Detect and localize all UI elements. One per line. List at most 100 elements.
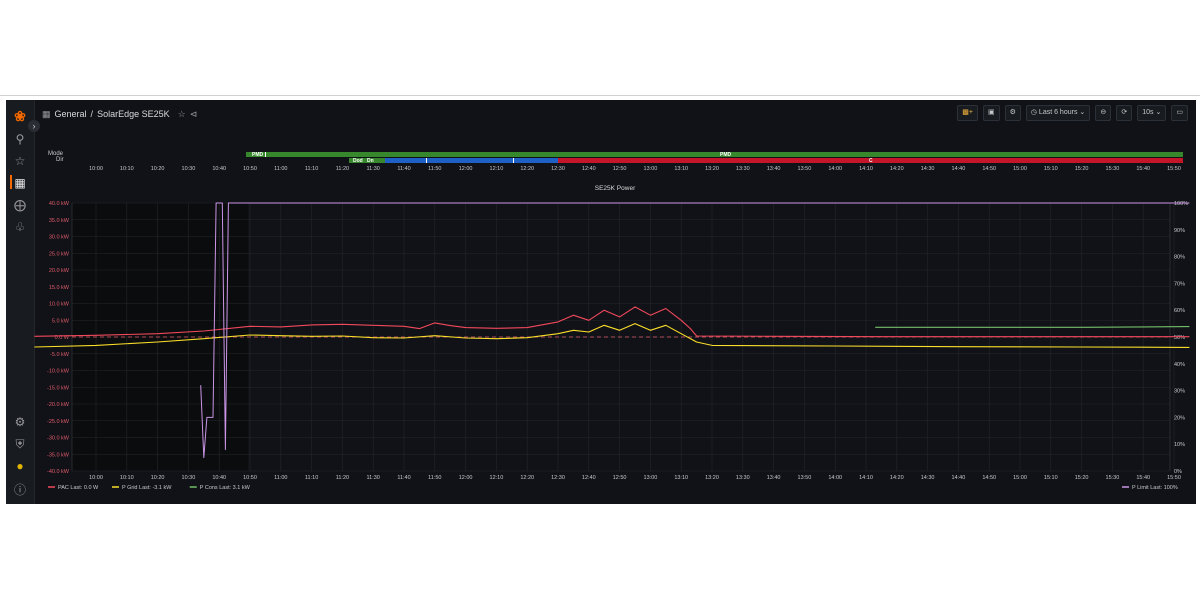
help-icon[interactable]: ⓘ [13, 483, 26, 497]
x-tick-label: 14:30 [921, 475, 935, 481]
x-tick-label: 15:20 [1075, 475, 1089, 481]
dir-bar-c[interactable] [558, 158, 1183, 163]
timeline-tick-label: 15:20 [1075, 166, 1089, 172]
y-right-tick-label: 100% [1174, 201, 1188, 207]
y-right-tick-label: 10% [1174, 442, 1185, 448]
gear-icon[interactable]: ⚙ [14, 415, 26, 429]
star-favorite-icon[interactable]: ☆ [177, 109, 186, 119]
power-chart-panel: SE25K Power 40.0 kW 35.0 kW 30.0 kW 25.0 kW… [34, 185, 1190, 491]
search-icon[interactable]: ⚲ [15, 132, 25, 146]
mode-label-1: PMD [252, 152, 264, 158]
settings-gear-icon[interactable]: ⚙ [1004, 105, 1021, 121]
timeline-tick-label: 15:50 [1167, 166, 1181, 172]
x-tick-label: 14:40 [952, 475, 966, 481]
x-tick-label: 12:00 [459, 475, 473, 481]
y-left-tick-label: 10.0 kW [49, 302, 70, 308]
zoom-out-icon[interactable]: ⊖ [1095, 105, 1112, 121]
mode-tick-mark [265, 152, 266, 157]
star-icon[interactable]: ☆ [14, 154, 26, 168]
x-tick-label: 11:00 [274, 475, 287, 481]
x-tick-label: 14:50 [982, 475, 996, 481]
timeline-tick-label: 11:40 [397, 166, 410, 172]
breadcrumb-dashboard-title[interactable]: SolarEdge SE25K [97, 109, 170, 119]
y-left-tick-label: -30.0 kW [47, 436, 70, 442]
explore-icon[interactable]: ⨁ [14, 198, 26, 212]
mode-bar-pmd[interactable] [246, 152, 1183, 157]
timeline-tick-label: 15:10 [1044, 166, 1058, 172]
time-picker[interactable]: ◷ Last 6 hours ⌄ [1025, 105, 1091, 121]
alerting-bell-icon[interactable]: ♧ [14, 220, 26, 234]
share-icon[interactable]: ⊲ [189, 109, 198, 119]
x-tick-label: 14:20 [890, 475, 904, 481]
grafana-window: ❀ ⚲ ☆ ▦ ⨁ ♧ ⚙ ⛨ ● ⓘ › ▦ General / SolarE… [6, 100, 1196, 504]
x-tick-label: 13:30 [736, 475, 750, 481]
state-timeline-panel: PMD PMD Dod Dn C 10:00 10:10 10:20 10:30 10:… [89, 152, 1183, 172]
dir-tick-1 [426, 158, 427, 163]
timeline-tick-label: 12:30 [551, 166, 565, 172]
avatar[interactable]: ● [16, 459, 24, 473]
series-line-pac[interactable] [34, 306, 1190, 338]
chart-grid [71, 202, 1175, 472]
x-tick-label: 10:40 [212, 475, 226, 481]
x-tick-label: 12:30 [551, 475, 565, 481]
active-indicator [10, 175, 12, 189]
shield-icon[interactable]: ⛨ [15, 437, 25, 451]
state-row-label-dir: Dir [56, 157, 64, 163]
timeline-tick-label: 14:30 [921, 166, 935, 172]
x-tick-label: 10:10 [120, 475, 134, 481]
x-tick-label: 10:00 [89, 475, 103, 481]
timeline-tick-label: 11:00 [274, 166, 287, 172]
dir-label-dn: Dn [367, 158, 374, 164]
timeline-tick-label: 10:50 [243, 166, 257, 172]
breadcrumb-folder[interactable]: General [54, 109, 87, 119]
refresh-interval-picker[interactable]: 10s ⌄ [1137, 105, 1167, 121]
y-left-tick-label: -25.0 kW [47, 419, 70, 425]
save-icon[interactable]: ▣ [982, 105, 1000, 121]
tv-mode-icon[interactable]: ▭ [1171, 105, 1188, 121]
series-line-p-limit[interactable] [200, 202, 1190, 459]
expand-menu-button[interactable]: › [28, 120, 40, 132]
dir-bar-blue[interactable] [385, 158, 558, 163]
timeline-tick-label: 14:40 [952, 166, 966, 172]
chart-series [34, 202, 1190, 459]
refresh-icon[interactable]: ⟳ [1116, 105, 1133, 121]
timeline-tick-label: 10:40 [212, 166, 226, 172]
y-right-tick-label: 60% [1174, 308, 1185, 314]
timeline-tick-label: 15:40 [1136, 166, 1150, 172]
x-tick-label: 13:50 [798, 475, 812, 481]
dashboards-icon[interactable]: ▦ [14, 176, 26, 190]
timeline-time-axis: 10:00 10:10 10:20 10:30 10:40 10:50 11:00 11:10… [89, 166, 1181, 172]
legend-item-p-grid[interactable]: P Grid Last: -3.1 kW [122, 485, 172, 491]
x-tick-label: 11:30 [367, 475, 380, 481]
timeline-tick-label: 12:10 [490, 166, 504, 172]
timeline-tick-label: 14:00 [828, 166, 842, 172]
series-line-p-grid[interactable] [34, 323, 1190, 348]
x-axis: 10:00 10:10 10:20 10:30 10:40 10:50 11:00 11:10… [89, 475, 1181, 481]
timeline-tick-label: 11:50 [428, 166, 441, 172]
grafana-logo-icon[interactable]: ❀ [14, 108, 26, 124]
y-right-tick-label: 30% [1174, 389, 1185, 395]
series-line-p-cons[interactable] [875, 326, 1190, 328]
y-left-tick-label: 35.0 kW [49, 218, 70, 224]
timeline-tick-label: 13:30 [736, 166, 750, 172]
x-tick-label: 15:50 [1167, 475, 1181, 481]
timeline-tick-label: 11:10 [305, 166, 318, 172]
timeline-tick-label: 13:50 [798, 166, 812, 172]
timeline-tick-label: 11:30 [367, 166, 380, 172]
legend-item-pac[interactable]: PAC Last: 0.0 W [58, 485, 99, 491]
legend-item-p-cons[interactable]: P Cons Last: 3.1 kW [200, 485, 251, 491]
add-panel-icon[interactable]: ▩+ [957, 105, 978, 121]
y-right-tick-label: 80% [1174, 255, 1185, 261]
dashboard-toolbar: ▩+ ▣ ⚙ ◷ Last 6 hours ⌄ ⊖ ⟳ 10s ⌄ ▭ [957, 105, 1188, 121]
timeline-tick-label: 13:00 [644, 166, 658, 172]
y-left-tick-label: -5.0 kW [50, 352, 70, 358]
x-tick-label: 12:50 [613, 475, 627, 481]
timeline-tick-label: 15:30 [1106, 166, 1120, 172]
apps-grid-icon: ▦ [42, 109, 51, 119]
timeline-tick-label: 14:50 [982, 166, 996, 172]
y-left-tick-label: -10.0 kW [47, 369, 70, 375]
dir-bar-dod[interactable] [349, 158, 385, 163]
y-right-tick-label: 90% [1174, 228, 1185, 234]
legend-item-p-limit[interactable]: P Limit Last: 100% [1132, 485, 1178, 491]
x-tick-label: 14:00 [828, 475, 842, 481]
